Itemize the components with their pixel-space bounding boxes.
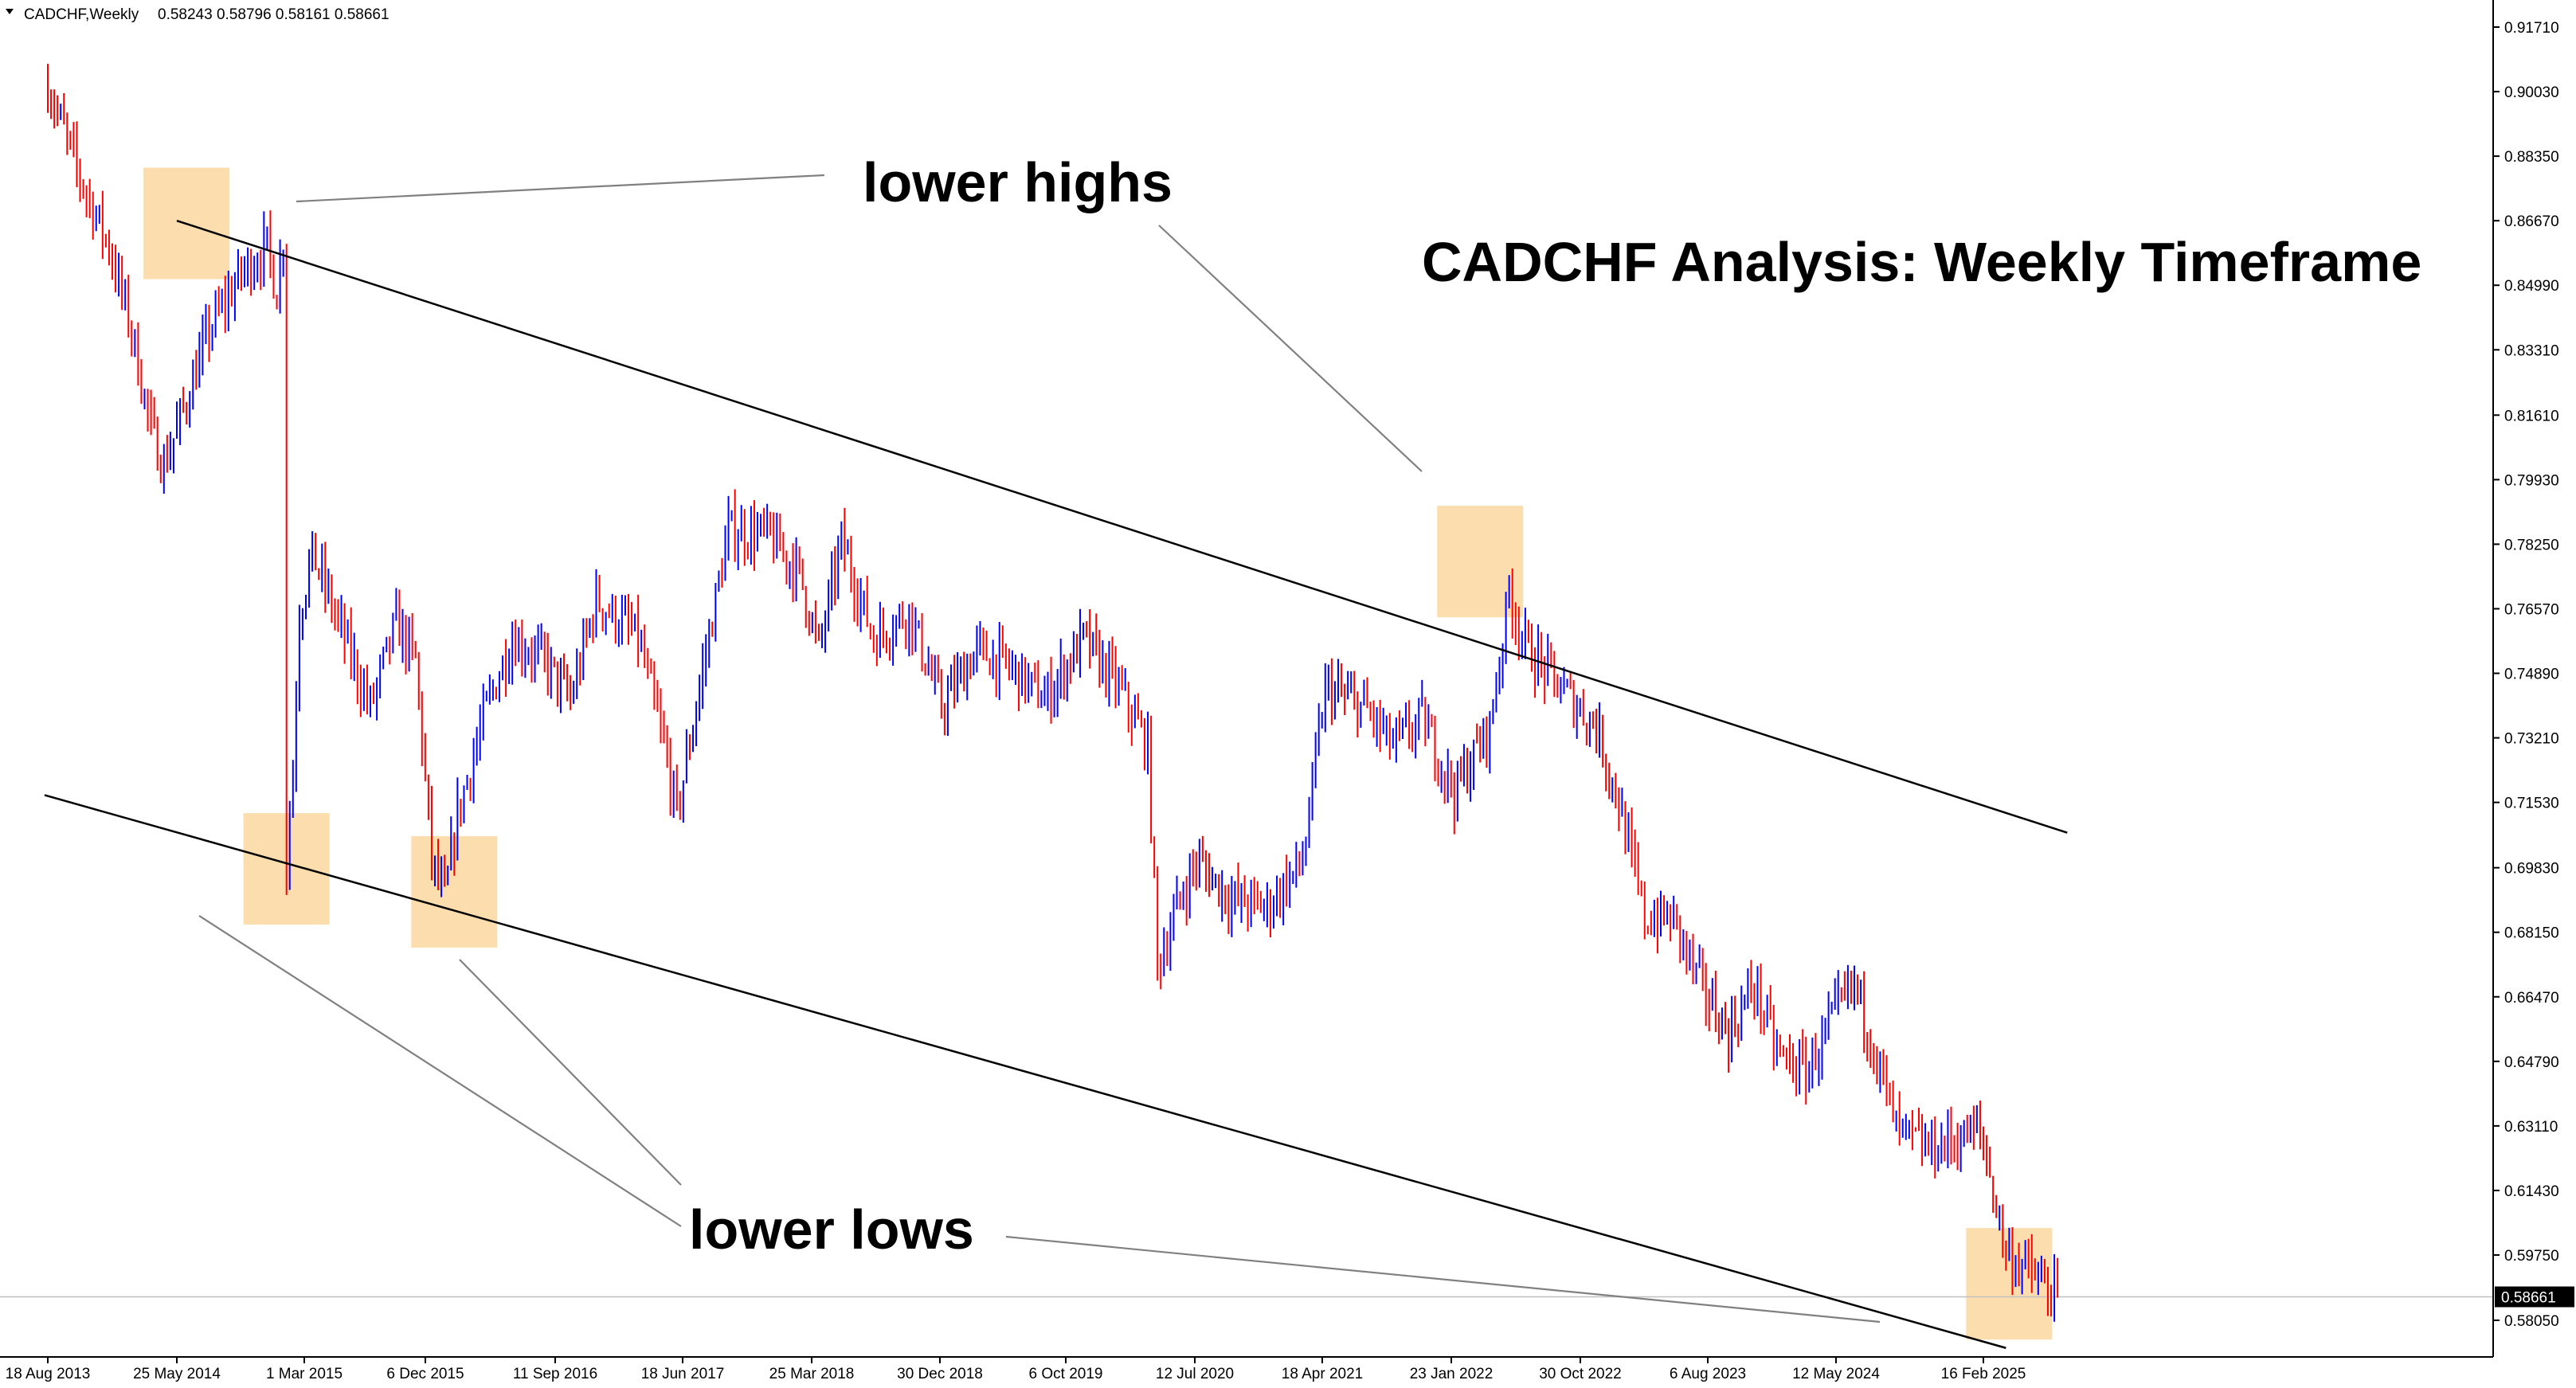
price-tick-label: 0.64790: [2504, 1054, 2559, 1071]
annotation-lower-lows: lower lows: [689, 1198, 974, 1261]
ohlc-values: 0.58243 0.58796 0.58161 0.58661: [158, 6, 390, 23]
time-tick-label: 16 Feb 2025: [1941, 1366, 2026, 1382]
pointer-lower-highs-2: [1158, 225, 1423, 472]
price-tick-label: 0.68150: [2504, 925, 2559, 942]
time-tick-label: 11 Sep 2016: [513, 1366, 597, 1382]
time-tick-label: 12 Jul 2020: [1156, 1366, 1234, 1382]
price-tick-label: 0.74890: [2504, 667, 2559, 683]
price-tick-label: 0.58050: [2504, 1313, 2559, 1330]
time-tick-label: 18 Jun 2017: [641, 1366, 725, 1382]
price-tick-label: 0.61430: [2504, 1183, 2559, 1200]
highlight-box-2: [1437, 506, 1524, 618]
symbol-label: CADCHF,Weekly: [24, 6, 139, 23]
time-tick-label: 30 Oct 2022: [1539, 1366, 1622, 1382]
price-tick-label: 0.86670: [2504, 213, 2559, 230]
price-tick-label: 0.79930: [2504, 472, 2559, 489]
price-tick-label: 0.88350: [2504, 149, 2559, 166]
time-tick-label: 1 Mar 2015: [266, 1366, 343, 1382]
time-tick-label: 25 May 2014: [133, 1366, 221, 1382]
price-tick-label: 0.81610: [2504, 408, 2559, 424]
time-tick-label: 18 Apr 2021: [1282, 1366, 1363, 1382]
time-tick-label: 6 Aug 2023: [1670, 1366, 1746, 1382]
time-tick-label: 30 Dec 2018: [897, 1366, 983, 1382]
price-tick-label: 0.69830: [2504, 861, 2559, 878]
time-tick-label: 6 Oct 2019: [1029, 1366, 1103, 1382]
price-tick-label: 0.78250: [2504, 537, 2559, 553]
dropdown-triangle-icon[interactable]: [6, 9, 14, 14]
pointer-lower-lows-1: [198, 915, 682, 1227]
time-tick-label: 18 Aug 2013: [6, 1366, 91, 1382]
time-tick-label: 25 Mar 2018: [769, 1366, 855, 1382]
price-tick-label: 0.90030: [2504, 84, 2559, 101]
price-tick-label: 0.73210: [2504, 731, 2559, 748]
price-tick-label: 0.66470: [2504, 990, 2559, 1007]
price-tick-label: 0.83310: [2504, 342, 2559, 359]
price-tick-label: 0.71530: [2504, 796, 2559, 812]
pointer-lower-lows-2: [459, 959, 682, 1186]
chart-title: CADCHF Analysis: Weekly Timeframe: [1422, 231, 2421, 293]
time-tick-label: 6 Dec 2015: [386, 1366, 464, 1382]
pointer-lower-highs-1: [296, 174, 825, 203]
current-price-label: 0.58661: [2501, 1290, 2556, 1307]
upper-channel-line: [176, 219, 2068, 834]
price-tick-label: 0.84990: [2504, 278, 2559, 295]
price-tick-label: 0.91710: [2504, 20, 2559, 37]
price-tick-label: 0.59750: [2504, 1248, 2559, 1265]
time-tick-label: 12 May 2024: [1792, 1366, 1880, 1382]
pointer-lower-lows-3: [1005, 1235, 1881, 1323]
price-tick-label: 0.76570: [2504, 601, 2559, 618]
price-tick-label: 0.63110: [2504, 1119, 2558, 1136]
lower-channel-line: [44, 794, 2006, 1349]
time-tick-label: 23 Jan 2022: [1410, 1366, 1494, 1382]
current-price-tag: [2495, 1286, 2574, 1308]
annotation-lower-highs: lower highs: [863, 151, 1173, 213]
